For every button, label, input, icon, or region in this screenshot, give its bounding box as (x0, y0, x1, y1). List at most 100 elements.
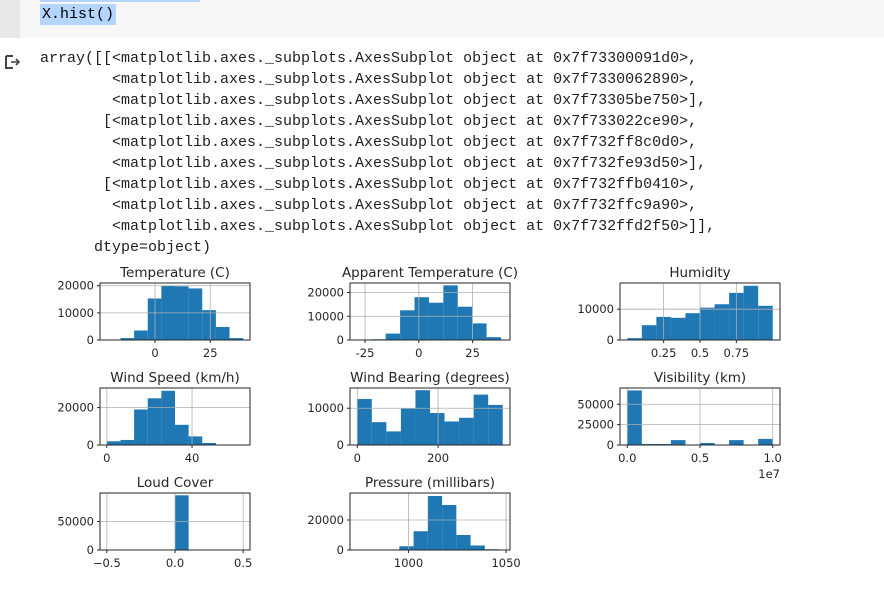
x-tick-label: 40 (185, 451, 200, 465)
y-tick-label: 0 (607, 438, 614, 452)
histogram-bar (229, 338, 244, 340)
histogram-bar (443, 285, 458, 340)
histogram-bar (627, 390, 642, 445)
histogram-bar (120, 338, 135, 340)
histogram-bar (470, 545, 485, 550)
subplot-1: -25 0 25 0 10000 20000 Apparent Temperature (C… (307, 265, 518, 360)
output-line: [<matplotlib.axes._subplots.AxesSubplot … (40, 113, 698, 130)
histogram-bar (670, 440, 686, 445)
y-tick-label: 25000 (577, 418, 614, 432)
y-tick-label: 20000 (307, 286, 344, 300)
subplot-title: Wind Speed (km/h) (110, 370, 239, 386)
histogram-bar (175, 495, 189, 550)
histogram-bar (427, 496, 443, 550)
axes-frame (349, 492, 511, 551)
histogram-bar (188, 288, 203, 340)
histogram-bar (700, 307, 715, 340)
output-line: [<matplotlib.axes._subplots.AxesSubplot … (40, 176, 698, 193)
histogram-bar (430, 413, 445, 445)
histogram-bar (161, 390, 175, 445)
histogram-bar (456, 535, 471, 550)
histogram-bar (459, 417, 474, 445)
x-tick-label: 1000 (394, 556, 423, 570)
histogram-bar (386, 431, 401, 445)
y-tick-label: 20000 (57, 401, 94, 415)
histogram-bar (685, 313, 700, 340)
y-tick-label: 10000 (577, 302, 614, 316)
x-tick-label: 0.0 (166, 556, 184, 570)
histogram-bar (371, 422, 387, 445)
code-text[interactable]: X.hist() (40, 4, 117, 25)
output-arrow-icon[interactable] (3, 53, 21, 71)
histogram-bar (413, 531, 428, 550)
histogram-bar (415, 390, 430, 445)
output-line: <matplotlib.axes._subplots.AxesSubplot o… (40, 197, 698, 214)
output-line: <matplotlib.axes._subplots.AxesSubplot o… (40, 218, 716, 235)
axes-frame (99, 282, 251, 341)
subplot-title: Humidity (669, 265, 730, 281)
histogram-bar (147, 398, 162, 445)
x-tick-label: 0.5 (234, 556, 252, 570)
histogram-bar (175, 424, 189, 445)
subplot-title: Loud Cover (137, 475, 214, 491)
histogram-bar (729, 440, 744, 445)
subplot-0: 0 25 0 10000 20000 Temperature (C) (57, 265, 251, 360)
histogram-bar (442, 505, 457, 550)
histogram-bar (486, 337, 501, 340)
y-tick-label: 20000 (307, 513, 344, 527)
histogram-bar (627, 338, 642, 340)
subplot-5: 0.0 0.5 1.0 0 25000 50000 1e7 Visibility (km) (577, 370, 781, 481)
y-tick-label: 0 (337, 543, 344, 557)
histogram-bar (444, 421, 460, 445)
y-tick-label: 0 (87, 438, 94, 452)
histogram-bar (106, 441, 121, 445)
histogram-bar (120, 439, 135, 445)
y-tick-label: 0 (337, 333, 344, 347)
x-tick-label: -25 (356, 346, 375, 360)
x-tick-label: 0 (415, 346, 422, 360)
y-tick-label: 0 (607, 333, 614, 347)
histogram-bar (188, 436, 203, 445)
histogram-bar (700, 442, 715, 445)
x-tick-label: 1050 (491, 556, 520, 570)
histogram-bar (134, 409, 148, 445)
x-offset-text: 1e7 (758, 467, 780, 481)
selection-highlight (40, 0, 200, 2)
subplot-title: Temperature (C) (119, 265, 230, 281)
histogram-bar (147, 298, 162, 340)
subplot-title: Wind Bearing (degrees) (350, 370, 510, 386)
y-tick-label: 10000 (307, 309, 344, 323)
subplot-2: 0.25 0.5 0.75 0 10000 Humidity (577, 265, 781, 360)
histogram-bar (400, 408, 416, 445)
cell-gutter[interactable] (0, 0, 20, 38)
subplot-title: Pressure (millibars) (365, 475, 495, 491)
output-line: dtype=object) (40, 239, 212, 256)
output-text: array([[<matplotlib.axes._subplots.AxesS… (40, 48, 715, 258)
y-tick-label: 0 (87, 333, 94, 347)
histogram-bar (472, 323, 487, 340)
histogram-bar (202, 310, 216, 340)
subplot-title: Visibility (km) (654, 370, 746, 386)
output-line: <matplotlib.axes._subplots.AxesSubplot o… (40, 134, 698, 151)
output-line: <matplotlib.axes._subplots.AxesSubplot o… (40, 92, 707, 109)
x-tick-label: 0.5 (691, 346, 709, 360)
histogram-bar (714, 304, 730, 340)
histogram-bar (758, 438, 773, 445)
y-tick-label: 0 (87, 543, 94, 557)
x-tick-label: 0.75 (724, 346, 750, 360)
y-tick-label: 0 (337, 438, 344, 452)
histogram-bar (414, 297, 429, 340)
output-line: array([[<matplotlib.axes._subplots.AxesS… (40, 50, 698, 67)
x-tick-label: 0 (103, 451, 110, 465)
histogram-bar (400, 310, 415, 340)
subplot-title: Apparent Temperature (C) (342, 265, 518, 281)
subplot-3: 0 40 0 20000 Wind Speed (km/h) (57, 370, 251, 465)
axes-frame (349, 387, 511, 446)
histogram-bar (202, 442, 216, 445)
histogram-bar (399, 546, 414, 550)
x-tick-label: 0.5 (691, 451, 709, 465)
code-cell[interactable]: X.hist() (0, 0, 884, 38)
histogram-bar (357, 399, 372, 445)
